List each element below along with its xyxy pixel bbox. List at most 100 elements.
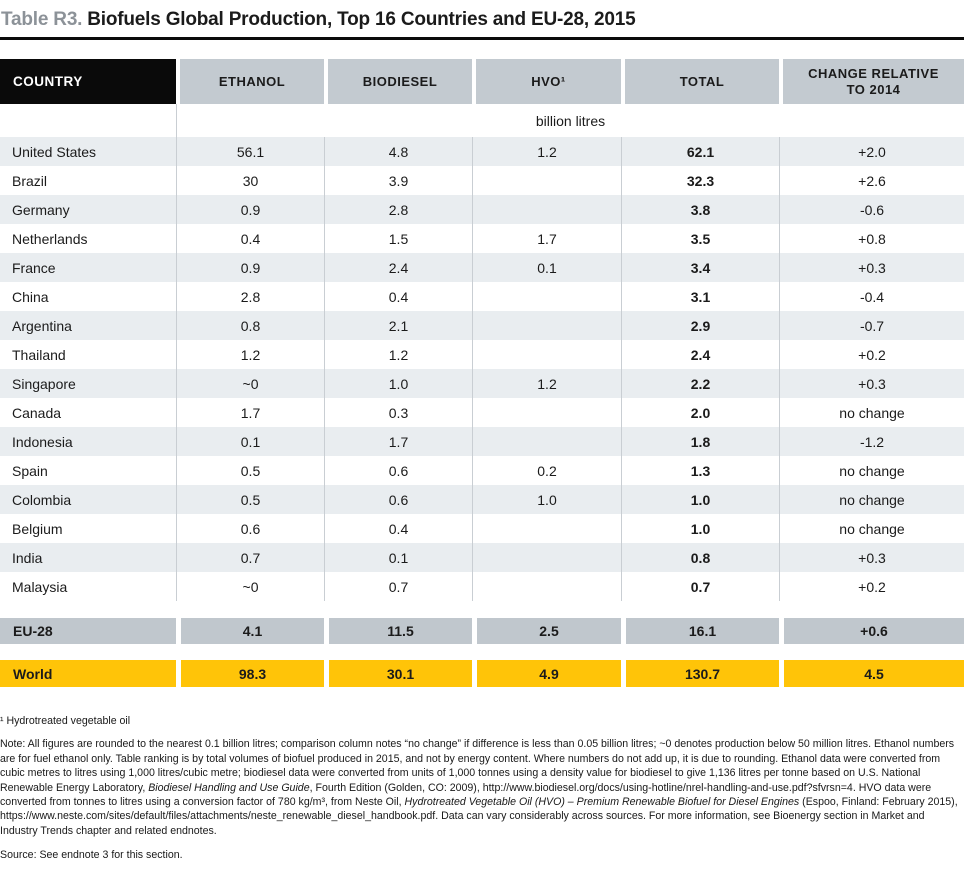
world-ethanol: 98.3 (176, 660, 324, 687)
table-row: Canada 1.7 0.3 2.0 no change (0, 398, 964, 427)
world-hvo: 4.9 (472, 660, 621, 687)
ethanol-cell: 1.2 (176, 340, 324, 369)
total-cell: 0.8 (621, 543, 779, 572)
col-header-hvo: HVO¹ (472, 59, 621, 104)
change-cell: +0.8 (779, 224, 964, 253)
note-segment: Note: All figures are rounded to the nea… (0, 738, 955, 794)
col-header-change: CHANGE RELATIVE TO 2014 (779, 59, 964, 104)
hvo-cell (472, 195, 621, 224)
footnote-hvo-definition: ¹ Hydrotreated vegetable oil (0, 715, 131, 727)
table-row: Belgium 0.6 0.4 1.0 no change (0, 514, 964, 543)
table-title: Table R3. Biofuels Global Production, Top… (0, 0, 964, 31)
eu28-total: 16.1 (621, 618, 779, 644)
hvo-cell (472, 572, 621, 601)
total-cell: 3.5 (621, 224, 779, 253)
biodiesel-cell: 0.1 (324, 543, 472, 572)
ethanol-cell: 56.1 (176, 137, 324, 166)
country-cell: China (12, 288, 49, 305)
table-row: Indonesia 0.1 1.7 1.8 -1.2 (0, 427, 964, 456)
biodiesel-cell: 2.1 (324, 311, 472, 340)
hvo-cell (472, 398, 621, 427)
hvo-cell: 0.1 (472, 253, 621, 282)
table-title-text: Biofuels Global Production, Top 16 Count… (87, 9, 636, 30)
change-cell: no change (779, 485, 964, 514)
biodiesel-cell: 4.8 (324, 137, 472, 166)
hvo-cell: 0.2 (472, 456, 621, 485)
table-row: Spain 0.5 0.6 0.2 1.3 no change (0, 456, 964, 485)
hvo-cell (472, 311, 621, 340)
country-cell: France (12, 259, 56, 276)
world-change: 4.5 (779, 660, 964, 687)
eu28-biodiesel: 11.5 (324, 618, 472, 644)
total-cell: 1.8 (621, 427, 779, 456)
hvo-cell (472, 166, 621, 195)
total-cell: 32.3 (621, 166, 779, 195)
eu28-summary-row: EU-28 4.1 11.5 2.5 16.1 +0.6 (0, 618, 964, 644)
ethanol-cell: 0.9 (176, 253, 324, 282)
note-segment: , Fourth Edition (Golden, CO: 2009), htt… (0, 781, 932, 809)
note-segment: (Espoo, Finland: February 2015), https:/… (0, 796, 958, 837)
ethanol-cell: 0.1 (176, 427, 324, 456)
world-label: World (0, 660, 176, 687)
country-cell: Singapore (12, 375, 76, 392)
total-cell: 1.0 (621, 485, 779, 514)
table-body: United States 56.1 4.8 1.2 62.1 +2.0 Bra… (0, 137, 964, 601)
biodiesel-cell: 1.0 (324, 369, 472, 398)
col-header-country: COUNTRY (0, 59, 176, 104)
biodiesel-cell: 0.7 (324, 572, 472, 601)
hvo-cell: 1.2 (472, 137, 621, 166)
biodiesel-cell: 0.4 (324, 282, 472, 311)
change-cell: -1.2 (779, 427, 964, 456)
hvo-cell (472, 427, 621, 456)
biodiesel-cell: 3.9 (324, 166, 472, 195)
change-cell: +2.6 (779, 166, 964, 195)
table-row: Germany 0.9 2.8 3.8 -0.6 (0, 195, 964, 224)
ethanol-cell: 0.5 (176, 456, 324, 485)
ethanol-cell: ~0 (176, 572, 324, 601)
change-cell: -0.7 (779, 311, 964, 340)
change-cell: +0.3 (779, 543, 964, 572)
country-cell: Spain (12, 462, 48, 479)
table-row: Malaysia ~0 0.7 0.7 +0.2 (0, 572, 964, 601)
table-row: Singapore ~0 1.0 1.2 2.2 +0.3 (0, 369, 964, 398)
country-cell: Indonesia (12, 433, 73, 450)
change-cell: +0.3 (779, 369, 964, 398)
table-row: Thailand 1.2 1.2 2.4 +0.2 (0, 340, 964, 369)
total-cell: 2.9 (621, 311, 779, 340)
eu28-change: +0.6 (779, 618, 964, 644)
world-biodiesel: 30.1 (324, 660, 472, 687)
col-header-biodiesel: BIODIESEL (324, 59, 472, 104)
ethanol-cell: 1.7 (176, 398, 324, 427)
biodiesel-cell: 2.8 (324, 195, 472, 224)
units-row: billion litres (0, 104, 964, 137)
total-cell: 1.0 (621, 514, 779, 543)
table-row: Argentina 0.8 2.1 2.9 -0.7 (0, 311, 964, 340)
ethanol-cell: ~0 (176, 369, 324, 398)
country-cell: Germany (12, 201, 70, 218)
table-row: Brazil 30 3.9 32.3 +2.6 (0, 166, 964, 195)
ethanol-cell: 0.4 (176, 224, 324, 253)
table-row: France 0.9 2.4 0.1 3.4 +0.3 (0, 253, 964, 282)
biodiesel-cell: 0.6 (324, 485, 472, 514)
country-cell: Thailand (12, 346, 66, 363)
ethanol-cell: 0.6 (176, 514, 324, 543)
country-cell: United States (12, 143, 97, 160)
eu28-hvo: 2.5 (472, 618, 621, 644)
world-total: 130.7 (621, 660, 779, 687)
hvo-cell (472, 282, 621, 311)
change-cell: no change (779, 514, 964, 543)
biodiesel-cell: 2.4 (324, 253, 472, 282)
footnotes: ¹ Hydrotreated vegetable oil Note: All f… (0, 714, 964, 863)
table-number: Table R3. (1, 9, 83, 30)
biodiesel-cell: 0.3 (324, 398, 472, 427)
ethanol-cell: 0.5 (176, 485, 324, 514)
hvo-cell: 1.0 (472, 485, 621, 514)
total-cell: 2.4 (621, 340, 779, 369)
change-cell: -0.4 (779, 282, 964, 311)
country-cell: Belgium (12, 520, 63, 537)
country-cell: Canada (12, 404, 62, 421)
title-divider-rule (0, 37, 964, 40)
total-cell: 2.2 (621, 369, 779, 398)
eu28-label: EU-28 (0, 618, 176, 644)
